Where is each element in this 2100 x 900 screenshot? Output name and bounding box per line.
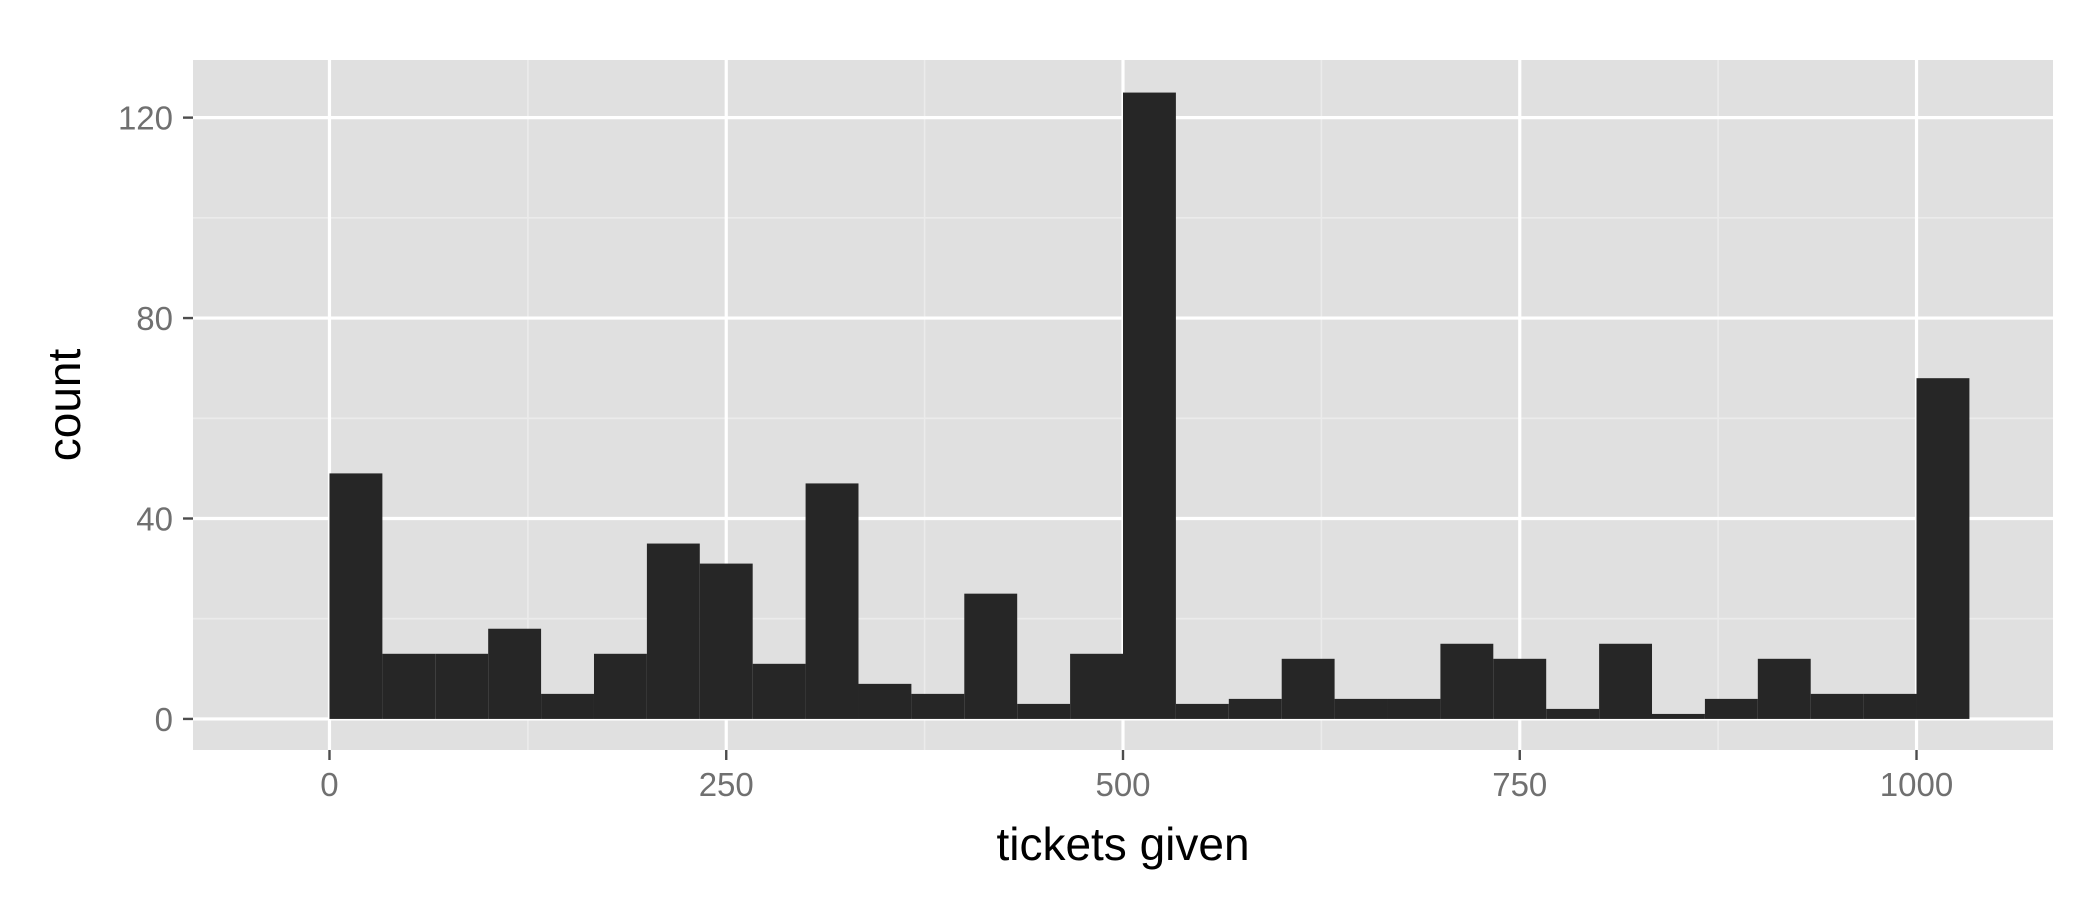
histogram-bar bbox=[593, 653, 647, 719]
y-tick-label: 40 bbox=[136, 500, 173, 537]
histogram-bar bbox=[699, 563, 753, 719]
histogram-bar bbox=[858, 683, 912, 719]
histogram-bar bbox=[1281, 658, 1335, 719]
axis-ticks bbox=[183, 116, 1918, 760]
y-tick-labels: 0 40 80 120 bbox=[118, 100, 173, 738]
y-tick-label: 120 bbox=[118, 100, 173, 137]
x-tick-label: 250 bbox=[699, 766, 754, 803]
histogram-bar bbox=[646, 543, 700, 719]
y-tick-label: 0 bbox=[155, 701, 173, 738]
y-axis-title: count bbox=[38, 349, 90, 462]
histogram-bar bbox=[1334, 698, 1388, 719]
histogram-bar bbox=[1704, 698, 1758, 719]
histogram-bar bbox=[1175, 703, 1229, 719]
histogram-bar bbox=[488, 628, 542, 719]
x-tick-label: 500 bbox=[1095, 766, 1150, 803]
histogram-bar bbox=[1493, 658, 1547, 719]
histogram-bar bbox=[1123, 92, 1176, 719]
histogram-bar bbox=[1599, 643, 1653, 719]
histogram-bar bbox=[1546, 708, 1600, 719]
histogram-bar bbox=[329, 473, 383, 719]
histogram-bar bbox=[1440, 643, 1494, 719]
histogram-bar bbox=[805, 483, 859, 719]
x-tick-label: 1000 bbox=[1880, 766, 1953, 803]
histogram-bar bbox=[1652, 713, 1705, 719]
x-tick-label: 750 bbox=[1492, 766, 1547, 803]
histogram-bar bbox=[1070, 653, 1123, 719]
histogram-bar bbox=[964, 593, 1018, 719]
histogram-bar bbox=[1916, 378, 1970, 719]
y-tick-label: 80 bbox=[136, 300, 173, 337]
histogram-bar bbox=[382, 653, 436, 719]
x-axis-title: tickets given bbox=[996, 818, 1249, 870]
histogram-bar bbox=[1757, 658, 1811, 719]
histogram-bar bbox=[1810, 693, 1864, 719]
histogram-bar bbox=[435, 653, 489, 719]
histogram-bar bbox=[752, 663, 806, 719]
x-tick-labels: 0 250 500 750 1000 bbox=[320, 766, 1953, 803]
histogram-bar bbox=[911, 693, 965, 719]
x-tick-label: 0 bbox=[320, 766, 338, 803]
histogram-bar bbox=[1863, 693, 1917, 719]
histogram-bar bbox=[1017, 703, 1071, 719]
histogram-bars bbox=[329, 92, 1970, 719]
histogram-bar bbox=[1387, 698, 1441, 719]
histogram-bar bbox=[541, 693, 594, 719]
histogram-bar bbox=[1228, 698, 1282, 719]
